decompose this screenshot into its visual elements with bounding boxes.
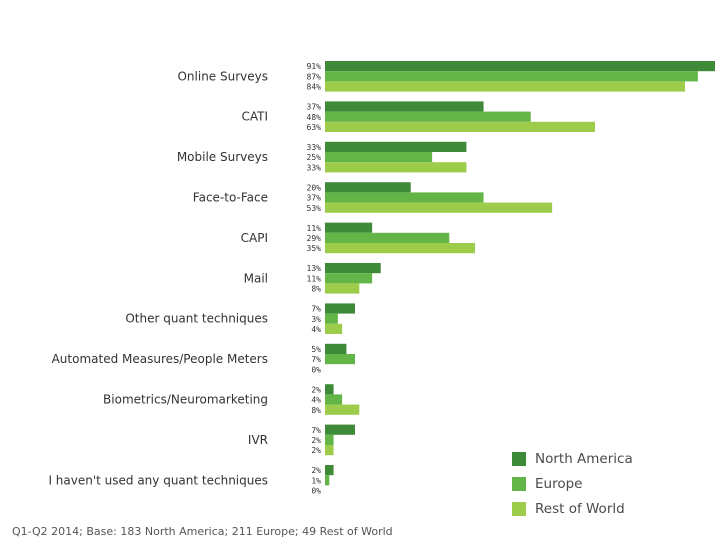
- value-label-mobile-surveys-north-america: 33%: [307, 143, 322, 152]
- value-label-face-to-face-north-america: 20%: [307, 183, 322, 192]
- value-label-other-quant-techniques-rest-of-world: 4%: [311, 325, 321, 334]
- bar-face-to-face-europe: [325, 192, 484, 203]
- value-label-i-haven-t-used-any-quant-techniques-north-america: 2%: [311, 466, 321, 475]
- bar-cati-north-america: [325, 101, 484, 112]
- value-label-cati-rest-of-world: 63%: [307, 123, 322, 132]
- value-label-biometrics-neuromarketing-rest-of-world: 8%: [311, 406, 321, 415]
- bar-capi-north-america: [325, 222, 373, 233]
- bar-mail-rest-of-world: [325, 283, 360, 294]
- legend-item-rest-of-world: Rest of World: [512, 496, 633, 521]
- chart-footnote: Q1-Q2 2014; Base: 183 North America; 211…: [12, 525, 393, 538]
- bar-cati-europe: [325, 111, 531, 122]
- bar-ivr-europe: [325, 434, 334, 445]
- category-label-online-surveys: Online Surveys: [177, 69, 268, 83]
- value-label-mobile-surveys-rest-of-world: 33%: [307, 163, 322, 172]
- value-label-biometrics-neuromarketing-europe: 4%: [311, 396, 321, 405]
- bar-mobile-surveys-rest-of-world: [325, 162, 467, 173]
- value-label-cati-europe: 48%: [307, 113, 322, 122]
- category-label-automated-measures-people-meters: Automated Measures/People Meters: [52, 352, 268, 366]
- value-label-mobile-surveys-europe: 25%: [307, 153, 322, 162]
- bar-cati-rest-of-world: [325, 121, 595, 132]
- legend-swatch-north-america: [512, 451, 526, 466]
- bar-online-surveys-north-america: [325, 61, 715, 72]
- value-label-i-haven-t-used-any-quant-techniques-rest-of-world: 0%: [311, 487, 321, 496]
- value-label-face-to-face-rest-of-world: 53%: [307, 204, 322, 213]
- legend-swatch-europe: [512, 476, 526, 491]
- value-label-online-surveys-europe: 87%: [307, 72, 322, 81]
- bar-mail-north-america: [325, 263, 381, 274]
- value-label-capi-north-america: 11%: [307, 224, 322, 233]
- bar-automated-measures-people-meters-north-america: [325, 343, 347, 354]
- category-label-mail: Mail: [244, 271, 268, 285]
- category-label-biometrics-neuromarketing: Biometrics/Neuromarketing: [103, 393, 268, 407]
- value-label-face-to-face-europe: 37%: [307, 194, 322, 203]
- bar-biometrics-neuromarketing-europe: [325, 394, 343, 405]
- legend-item-europe: Europe: [512, 471, 633, 496]
- chart-legend: North America Europe Rest of World: [512, 446, 633, 521]
- bar-online-surveys-rest-of-world: [325, 81, 685, 92]
- bar-online-surveys-europe: [325, 71, 698, 82]
- bar-capi-rest-of-world: [325, 243, 475, 254]
- bar-face-to-face-rest-of-world: [325, 202, 553, 213]
- bar-biometrics-neuromarketing-rest-of-world: [325, 404, 360, 415]
- bar-mobile-surveys-north-america: [325, 141, 467, 152]
- value-label-cati-north-america: 37%: [307, 103, 322, 112]
- legend-label-rest-of-world: Rest of World: [535, 500, 625, 517]
- value-label-mail-rest-of-world: 8%: [311, 285, 321, 294]
- legend-item-north-america: North America: [512, 446, 633, 471]
- bar-mobile-surveys-europe: [325, 152, 433, 163]
- value-label-ivr-rest-of-world: 2%: [311, 446, 321, 455]
- bar-biometrics-neuromarketing-north-america: [325, 384, 334, 395]
- bar-ivr-north-america: [325, 424, 355, 435]
- value-label-capi-rest-of-world: 35%: [307, 244, 322, 253]
- bar-mail-europe: [325, 273, 373, 284]
- category-label-cati: CATI: [241, 110, 268, 124]
- category-label-other-quant-techniques: Other quant techniques: [125, 312, 268, 326]
- value-label-online-surveys-rest-of-world: 84%: [307, 83, 322, 92]
- category-label-face-to-face: Face-to-Face: [193, 191, 268, 205]
- bar-other-quant-techniques-north-america: [325, 303, 355, 314]
- value-label-i-haven-t-used-any-quant-techniques-europe: 1%: [311, 476, 321, 485]
- bar-ivr-rest-of-world: [325, 445, 334, 456]
- value-label-online-surveys-north-america: 91%: [307, 62, 322, 71]
- value-label-mail-europe: 11%: [307, 274, 322, 283]
- category-label-i-haven-t-used-any-quant-techniques: I haven't used any quant techniques: [48, 473, 268, 487]
- legend-label-europe: Europe: [535, 475, 583, 492]
- value-label-ivr-north-america: 7%: [311, 426, 321, 435]
- value-label-biometrics-neuromarketing-north-america: 2%: [311, 385, 321, 394]
- value-label-automated-measures-people-meters-north-america: 5%: [311, 345, 321, 354]
- bar-other-quant-techniques-europe: [325, 313, 338, 324]
- legend-label-north-america: North America: [535, 450, 633, 467]
- legend-swatch-rest-of-world: [512, 501, 526, 516]
- bar-i-haven-t-used-any-quant-techniques-north-america: [325, 465, 334, 476]
- bar-other-quant-techniques-rest-of-world: [325, 323, 343, 334]
- bar-capi-europe: [325, 232, 450, 243]
- value-label-capi-europe: 29%: [307, 234, 322, 243]
- value-label-ivr-europe: 2%: [311, 436, 321, 445]
- bar-i-haven-t-used-any-quant-techniques-europe: [325, 475, 330, 486]
- value-label-automated-measures-people-meters-rest-of-world: 0%: [311, 365, 321, 374]
- value-label-other-quant-techniques-north-america: 7%: [311, 305, 321, 314]
- category-label-ivr: IVR: [248, 433, 268, 447]
- value-label-automated-measures-people-meters-europe: 7%: [311, 355, 321, 364]
- bar-automated-measures-people-meters-europe: [325, 354, 355, 365]
- category-label-capi: CAPI: [241, 231, 268, 245]
- bar-face-to-face-north-america: [325, 182, 411, 193]
- value-label-mail-north-america: 13%: [307, 264, 322, 273]
- value-label-other-quant-techniques-europe: 3%: [311, 315, 321, 324]
- category-label-mobile-surveys: Mobile Surveys: [177, 150, 268, 164]
